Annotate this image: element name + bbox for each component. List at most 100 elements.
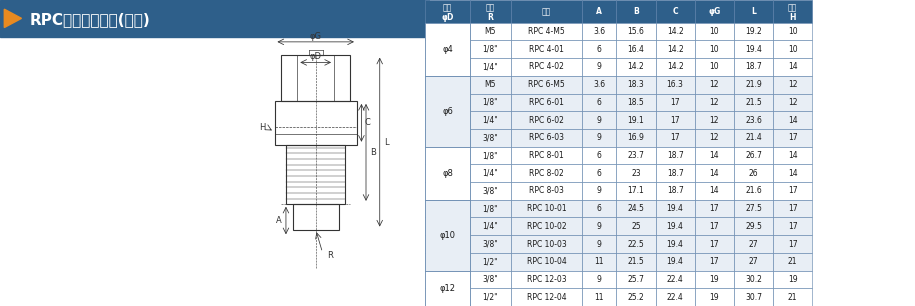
Text: 16.3: 16.3 xyxy=(667,80,684,89)
Text: 24.5: 24.5 xyxy=(628,204,644,213)
Text: 27.5: 27.5 xyxy=(745,204,762,213)
Bar xyxy=(511,235,582,253)
Text: 14.2: 14.2 xyxy=(667,62,684,72)
Bar xyxy=(511,147,582,164)
Text: 23.7: 23.7 xyxy=(628,151,644,160)
Bar xyxy=(425,40,469,58)
Text: RPC 8-01: RPC 8-01 xyxy=(529,151,564,160)
Bar xyxy=(425,182,469,200)
Bar xyxy=(617,40,655,58)
Text: 17.1: 17.1 xyxy=(628,186,644,196)
Bar xyxy=(734,94,773,111)
Text: 23.6: 23.6 xyxy=(745,116,762,125)
Bar xyxy=(582,271,617,288)
Bar xyxy=(773,76,813,94)
Bar xyxy=(694,76,734,94)
Text: 19: 19 xyxy=(788,275,798,284)
Bar xyxy=(773,235,813,253)
Bar xyxy=(694,58,734,76)
Bar xyxy=(617,164,655,182)
Text: 18.5: 18.5 xyxy=(628,98,644,107)
Text: 9: 9 xyxy=(597,116,602,125)
Text: 17: 17 xyxy=(709,222,719,231)
Bar xyxy=(734,111,773,129)
Text: RPC 10-02: RPC 10-02 xyxy=(527,222,566,231)
Bar xyxy=(511,76,582,94)
Text: RPC 8-03: RPC 8-03 xyxy=(529,186,564,196)
Bar xyxy=(655,182,694,200)
Text: 6: 6 xyxy=(597,45,602,54)
Text: 19.2: 19.2 xyxy=(745,27,762,36)
Bar xyxy=(694,129,734,147)
Bar xyxy=(617,94,655,111)
Text: L: L xyxy=(751,7,756,16)
Text: 9: 9 xyxy=(597,240,602,248)
Bar xyxy=(734,147,773,164)
Bar xyxy=(617,23,655,40)
Text: 对边: 对边 xyxy=(788,3,797,13)
Bar xyxy=(773,182,813,200)
Text: 1/4": 1/4" xyxy=(482,62,498,72)
Text: 12: 12 xyxy=(709,98,719,107)
Text: 25.2: 25.2 xyxy=(628,293,644,302)
Text: 26: 26 xyxy=(748,169,759,178)
Text: RPC 12-04: RPC 12-04 xyxy=(527,293,566,302)
Bar xyxy=(617,271,655,288)
Bar xyxy=(469,182,511,200)
Text: 22.4: 22.4 xyxy=(667,293,684,302)
Bar xyxy=(734,76,773,94)
Text: 17: 17 xyxy=(671,98,680,107)
Text: 17: 17 xyxy=(788,204,798,213)
Text: 管径: 管径 xyxy=(443,3,452,13)
Bar xyxy=(425,218,469,235)
Text: 21: 21 xyxy=(788,257,797,266)
Text: 19.1: 19.1 xyxy=(628,116,644,125)
Bar xyxy=(694,253,734,271)
Text: RPC 6-03: RPC 6-03 xyxy=(529,133,565,142)
Bar xyxy=(655,111,694,129)
Bar xyxy=(469,147,511,164)
Text: 10: 10 xyxy=(788,45,798,54)
Bar xyxy=(734,40,773,58)
Bar xyxy=(694,0,734,23)
Text: φ10: φ10 xyxy=(439,231,456,240)
Bar xyxy=(425,271,469,306)
Bar xyxy=(582,182,617,200)
Bar xyxy=(469,129,511,147)
Bar xyxy=(293,204,339,230)
Bar xyxy=(511,40,582,58)
Text: 11: 11 xyxy=(595,293,604,302)
Bar xyxy=(773,58,813,76)
Text: 26.7: 26.7 xyxy=(745,151,762,160)
Text: 1/2": 1/2" xyxy=(482,293,498,302)
Text: 14: 14 xyxy=(788,169,798,178)
Bar xyxy=(469,253,511,271)
Text: 19: 19 xyxy=(709,293,719,302)
Text: 9: 9 xyxy=(597,133,602,142)
Bar xyxy=(511,218,582,235)
Bar xyxy=(734,164,773,182)
Text: RPC 8-02: RPC 8-02 xyxy=(529,169,564,178)
Bar xyxy=(511,94,582,111)
Text: 23: 23 xyxy=(631,169,640,178)
Bar xyxy=(773,23,813,40)
Bar xyxy=(469,200,511,218)
Text: 30.2: 30.2 xyxy=(745,275,762,284)
Bar xyxy=(582,0,617,23)
Text: 22.4: 22.4 xyxy=(667,275,684,284)
Bar xyxy=(425,94,469,111)
Text: R: R xyxy=(328,251,333,260)
Bar xyxy=(582,164,617,182)
Text: 10: 10 xyxy=(709,62,719,72)
Text: 10: 10 xyxy=(709,27,719,36)
Bar xyxy=(773,288,813,306)
Bar xyxy=(734,235,773,253)
Bar xyxy=(617,288,655,306)
Bar xyxy=(734,23,773,40)
Text: φ8: φ8 xyxy=(442,169,453,178)
Bar xyxy=(694,111,734,129)
Text: H: H xyxy=(259,123,265,132)
Text: 19: 19 xyxy=(709,275,719,284)
Bar xyxy=(469,58,511,76)
Bar xyxy=(582,253,617,271)
